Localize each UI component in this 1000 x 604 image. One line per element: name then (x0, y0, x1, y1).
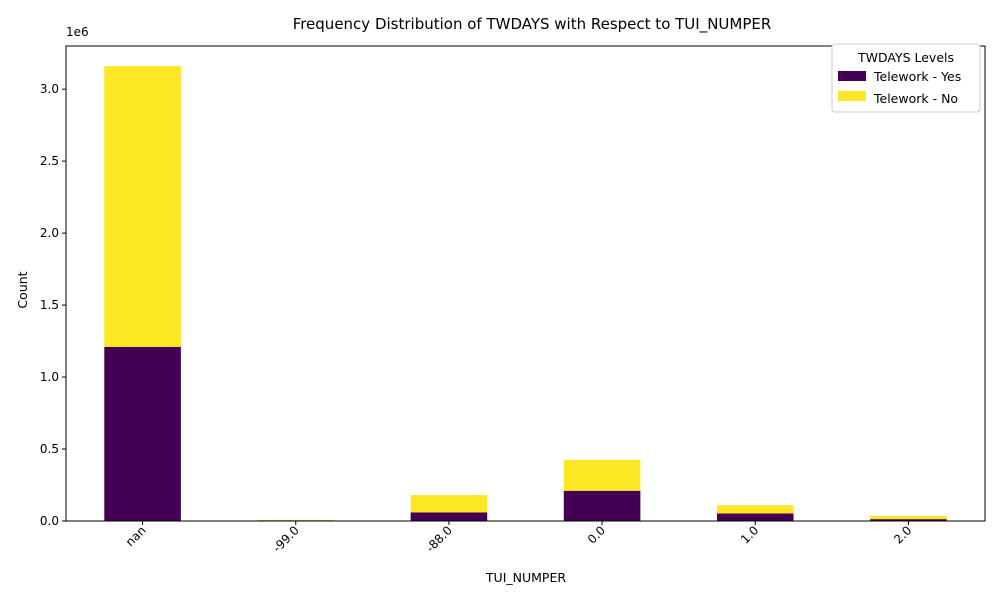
y-tick-label-3: 1.5 (40, 298, 59, 312)
bar-yes-0 (104, 347, 181, 521)
chart-title: Frequency Distribution of TWDAYS with Re… (293, 15, 772, 34)
y-tick-label-2: 1.0 (40, 370, 59, 384)
legend-title: TWDAYS Levels (857, 50, 954, 65)
plot-area: 0.0 0.5 1.0 1.5 2.0 2.5 3.0 nan -99.0 -88.0 0.0 1.0… (40, 46, 985, 555)
bar-yes-2 (411, 512, 488, 521)
axes-frame (66, 46, 985, 521)
legend-swatch-no (838, 91, 866, 101)
y-tick-label-1: 0.5 (40, 442, 59, 456)
y-axis-label: Count (15, 271, 30, 308)
bar-no-5 (870, 516, 947, 519)
bar-no-3 (564, 460, 641, 491)
y-tick-label-5: 2.5 (40, 154, 59, 168)
y-tick-label-4: 2.0 (40, 226, 59, 240)
y-offset-label: 1e6 (66, 25, 89, 39)
x-tick-label-4: 1.0 (738, 523, 761, 546)
x-tick-label-3: 0.0 (585, 523, 608, 546)
legend-swatch-yes (838, 71, 866, 81)
x-tick-label-1: -99.0 (270, 523, 302, 555)
legend-label-yes: Telework - Yes (873, 69, 961, 84)
bar-yes-4 (717, 514, 794, 521)
legend-label-no: Telework - No (873, 91, 958, 106)
bar-no-4 (717, 505, 794, 513)
x-axis-label: TUI_NUMPER (485, 570, 566, 585)
bar-no-0 (104, 66, 181, 347)
bar-yes-3 (564, 491, 641, 521)
bar-no-2 (411, 495, 488, 512)
x-tick-label-0: nan (123, 523, 149, 549)
x-tick-label-5: 2.0 (891, 523, 914, 546)
legend: TWDAYS Levels Telework - Yes Telework - … (832, 44, 980, 112)
x-tick-label-2: -88.0 (423, 523, 455, 555)
y-tick-label-6: 3.0 (40, 82, 59, 96)
y-tick-label-0: 0.0 (40, 514, 59, 528)
